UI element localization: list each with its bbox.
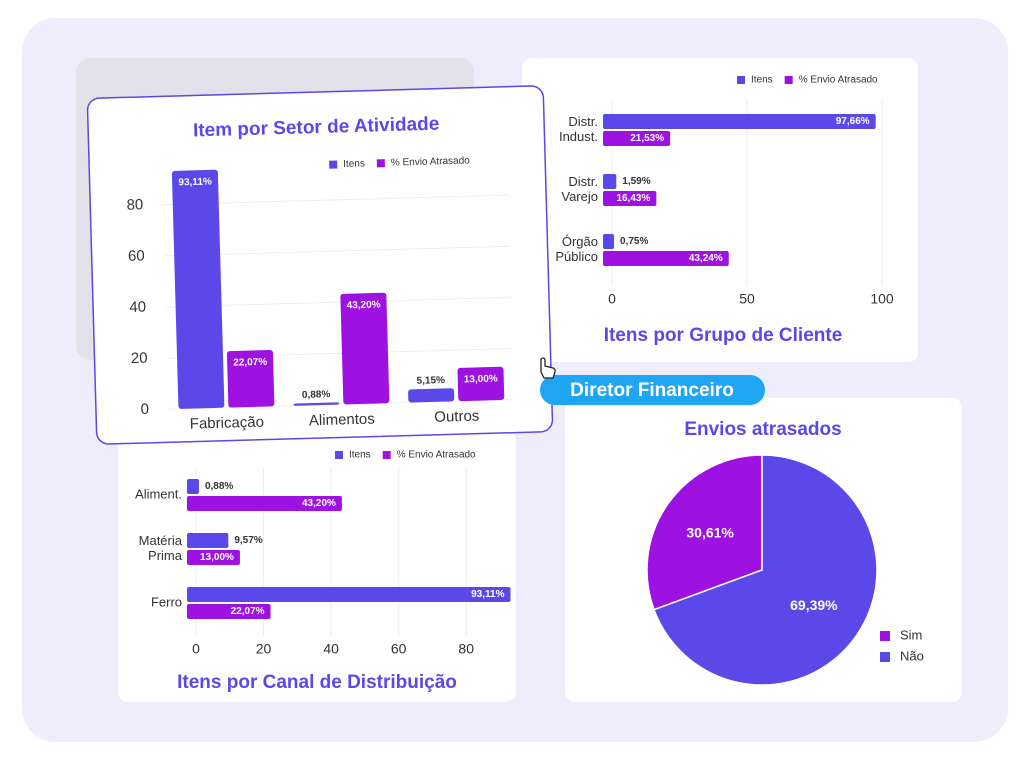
badge	[540, 375, 765, 405]
y-tick-label: Público	[555, 249, 598, 264]
legend-label: Sim	[900, 627, 922, 642]
legend-label: Itens	[751, 75, 773, 86]
legend-label: % Envio Atrasado	[799, 75, 878, 86]
legend-swatch	[880, 631, 890, 641]
chart-title: Envios atrasados	[684, 419, 841, 440]
legend-label: % Envio Atrasado	[397, 450, 476, 461]
bar	[171, 169, 225, 409]
y-tick-label: 0	[140, 401, 149, 418]
bar	[603, 251, 729, 266]
x-tick-label: Fabricação	[190, 414, 265, 433]
y-tick-label: Ferro	[151, 594, 182, 609]
x-tick-label: 100	[870, 291, 894, 307]
legend-swatch	[880, 652, 890, 662]
x-tick-label: 0	[192, 641, 200, 657]
y-tick-label: 80	[126, 196, 143, 213]
y-tick-label: 40	[129, 299, 146, 316]
rotated-card: Item por Setor de Atividade020406080Fabr…	[86, 85, 554, 445]
legend-label: % Envio Atrasado	[391, 155, 471, 168]
bar	[187, 479, 199, 494]
value-label: 93,11%	[471, 589, 504, 600]
value-label: 43,20%	[347, 299, 381, 311]
bar	[457, 366, 505, 402]
chart-title: Itens por Canal de Distribuição	[177, 672, 457, 693]
x-tick-label: Outros	[434, 408, 479, 426]
value-label: 22,07%	[233, 357, 267, 369]
bar	[603, 174, 617, 189]
value-label: 22,07%	[231, 606, 265, 617]
cursor-icon	[540, 357, 556, 379]
legend-label: Itens	[343, 158, 365, 170]
y-tick-label: Distr.	[568, 114, 598, 129]
bar	[603, 234, 615, 249]
badge-text: Diretor Financeiro	[570, 380, 734, 401]
value-label: 13,00%	[200, 552, 234, 563]
value-label: 69,39%	[790, 597, 838, 613]
legend-swatch	[335, 451, 343, 459]
y-tick-label: Aliment.	[135, 486, 182, 501]
pie-slice	[653, 454, 878, 686]
x-tick-label: 50	[739, 291, 755, 307]
bar	[340, 292, 390, 405]
bar	[187, 587, 511, 602]
bar	[293, 402, 340, 406]
value-label: 0,88%	[205, 481, 233, 492]
y-tick-label: 60	[128, 247, 145, 264]
y-tick-label: Distr.	[568, 174, 598, 189]
value-label: 13,00%	[464, 373, 498, 385]
value-label: 93,11%	[178, 176, 212, 188]
bar	[187, 496, 342, 511]
y-tick-label: Órgão	[562, 234, 598, 249]
legend-swatch	[784, 76, 793, 84]
x-tick-label: 0	[608, 291, 616, 307]
value-label: 97,66%	[836, 116, 870, 127]
card	[522, 58, 918, 362]
y-tick-label: Indust.	[559, 129, 598, 144]
value-label: 21,53%	[630, 133, 664, 144]
value-label: 1,59%	[622, 176, 650, 187]
x-tick-label: 40	[323, 641, 339, 657]
bar	[187, 550, 240, 565]
bar	[408, 388, 455, 403]
value-label: 0,88%	[302, 389, 331, 401]
bar	[603, 131, 671, 146]
y-tick-label: 20	[131, 350, 148, 367]
chart-title: Itens por Grupo de Cliente	[604, 325, 843, 346]
bar	[603, 114, 876, 129]
bar	[187, 604, 271, 619]
value-label: 43,20%	[302, 498, 336, 509]
value-label: 30,61%	[686, 525, 734, 541]
legend-swatch	[376, 159, 385, 168]
grid-line	[167, 348, 513, 359]
y-tick-label: Matéria	[139, 533, 183, 548]
y-tick-label: Varejo	[561, 189, 598, 204]
bar	[226, 349, 275, 408]
x-tick-label: 80	[458, 641, 474, 657]
x-tick-label: Alimentos	[309, 411, 375, 430]
legend-swatch	[329, 160, 338, 169]
value-label: 9,57%	[234, 535, 262, 546]
legend-label: Itens	[349, 450, 371, 461]
legend-swatch	[737, 76, 745, 84]
x-tick-label: 20	[256, 641, 272, 657]
grid-line	[163, 194, 509, 206]
value-label: 16,43%	[616, 193, 650, 204]
card	[118, 430, 516, 702]
grid-line	[168, 399, 514, 410]
value-label: 43,24%	[689, 253, 723, 264]
value-label: 5,15%	[416, 375, 445, 387]
grid-line	[166, 296, 511, 308]
pie-slice	[646, 454, 763, 611]
bar	[603, 191, 657, 206]
y-tick-label: Prima	[148, 548, 183, 563]
value-label: 0,75%	[620, 236, 648, 247]
grid-line	[164, 245, 510, 257]
legend-label: Não	[900, 648, 924, 663]
x-tick-label: 60	[391, 641, 407, 657]
legend-swatch	[382, 451, 391, 459]
bar	[187, 533, 229, 548]
